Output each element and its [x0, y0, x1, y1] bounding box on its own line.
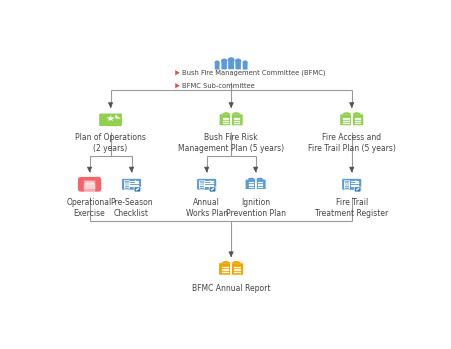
- FancyBboxPatch shape: [84, 186, 95, 192]
- FancyBboxPatch shape: [134, 187, 141, 192]
- FancyBboxPatch shape: [245, 179, 256, 190]
- FancyBboxPatch shape: [228, 61, 234, 69]
- FancyBboxPatch shape: [235, 61, 241, 69]
- Polygon shape: [355, 180, 360, 183]
- Circle shape: [243, 60, 248, 65]
- FancyBboxPatch shape: [219, 114, 231, 126]
- FancyBboxPatch shape: [209, 187, 216, 192]
- Circle shape: [235, 59, 241, 63]
- FancyBboxPatch shape: [78, 177, 101, 192]
- Circle shape: [215, 60, 220, 65]
- Polygon shape: [175, 70, 180, 75]
- Text: Plan of Operations
(2 years): Plan of Operations (2 years): [75, 133, 146, 153]
- Text: Fire Access and
Fire Trail Plan (5 years): Fire Access and Fire Trail Plan (5 years…: [308, 133, 396, 153]
- Polygon shape: [107, 116, 115, 121]
- Polygon shape: [115, 114, 120, 119]
- FancyBboxPatch shape: [352, 114, 364, 126]
- FancyBboxPatch shape: [340, 114, 352, 126]
- Polygon shape: [175, 83, 180, 88]
- FancyBboxPatch shape: [231, 263, 244, 275]
- FancyBboxPatch shape: [197, 179, 216, 190]
- Text: Annual
Works Plan: Annual Works Plan: [185, 198, 228, 218]
- FancyBboxPatch shape: [122, 179, 141, 190]
- FancyBboxPatch shape: [231, 114, 243, 126]
- Text: BFMC Annual Report: BFMC Annual Report: [192, 284, 271, 293]
- Text: Fire Trail
Treatment Register: Fire Trail Treatment Register: [315, 198, 388, 218]
- FancyBboxPatch shape: [99, 113, 122, 126]
- FancyBboxPatch shape: [215, 63, 220, 70]
- FancyBboxPatch shape: [221, 61, 227, 69]
- FancyBboxPatch shape: [84, 180, 95, 186]
- Circle shape: [221, 59, 227, 63]
- FancyBboxPatch shape: [256, 179, 266, 190]
- FancyBboxPatch shape: [85, 181, 94, 185]
- Polygon shape: [135, 180, 140, 183]
- Text: Ignition
Prevention Plan: Ignition Prevention Plan: [226, 198, 285, 218]
- FancyBboxPatch shape: [354, 187, 361, 192]
- FancyBboxPatch shape: [243, 63, 248, 70]
- Polygon shape: [210, 180, 215, 183]
- FancyBboxPatch shape: [84, 183, 95, 189]
- Text: BFMC Sub-committee: BFMC Sub-committee: [181, 83, 254, 89]
- Text: Pre-Season
Checklist: Pre-Season Checklist: [110, 198, 153, 218]
- FancyBboxPatch shape: [342, 179, 361, 190]
- Circle shape: [228, 57, 235, 62]
- FancyBboxPatch shape: [219, 263, 231, 275]
- Text: Bush Fire Risk
Management Plan (5 years): Bush Fire Risk Management Plan (5 years): [178, 133, 284, 153]
- Text: Operational
Exercise: Operational Exercise: [67, 198, 112, 218]
- Text: Bush Fire Management Committee (BFMC): Bush Fire Management Committee (BFMC): [181, 69, 325, 76]
